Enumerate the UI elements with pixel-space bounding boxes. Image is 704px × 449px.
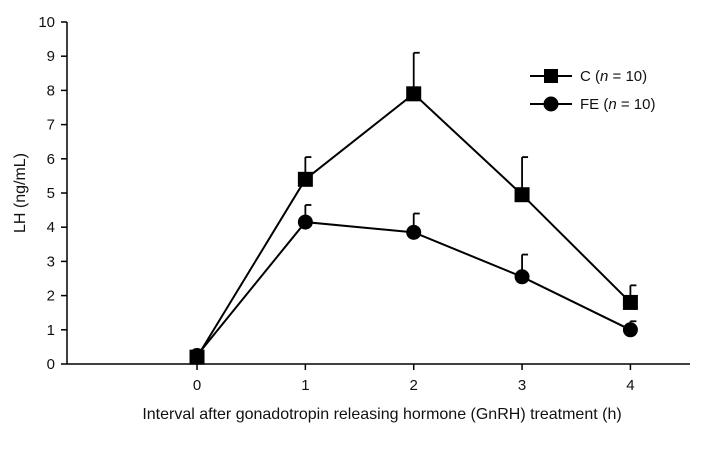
data-point-circle <box>406 224 422 240</box>
y-tick-label: 4 <box>47 219 55 236</box>
y-ticks: 0 1 2 3 4 5 6 7 8 9 10 <box>38 14 67 373</box>
legend-marker-circle <box>543 96 559 112</box>
y-tick-label: 8 <box>47 82 55 99</box>
data-point-square <box>297 171 313 187</box>
legend-item-fe: FE (n = 10) <box>530 96 655 113</box>
legend-label-fe-prefix: FE ( <box>580 96 608 113</box>
legend: C (n = 10) FE (n = 10) <box>530 68 655 113</box>
legend-label-c-suffix: = 10) <box>608 68 647 85</box>
legend-label-c-prefix: C ( <box>580 68 600 85</box>
legend-label-fe-italic: n <box>608 96 616 113</box>
legend-label-fe: FE (n = 10) <box>580 96 655 113</box>
series-layer <box>189 51 638 365</box>
legend-item-c: C (n = 10) <box>530 68 647 85</box>
y-tick-label: 7 <box>47 117 55 134</box>
legend-label-c: C (n = 10) <box>580 68 647 85</box>
y-axis-label: LH (ng/mL) <box>12 153 29 233</box>
series-c <box>189 51 638 365</box>
x-tick-label: 3 <box>518 377 526 394</box>
legend-label-fe-suffix: = 10) <box>617 96 656 113</box>
data-point-square <box>406 86 422 102</box>
series-line-fe <box>196 221 631 357</box>
y-tick-label: 6 <box>47 151 55 168</box>
y-tick-label: 1 <box>47 322 55 339</box>
data-point-square <box>622 294 638 310</box>
y-tick-label: 3 <box>47 253 55 270</box>
x-tick-label: 1 <box>301 377 309 394</box>
data-point-circle <box>297 214 313 230</box>
data-point-circle <box>622 322 638 338</box>
x-tick-label: 4 <box>626 377 634 394</box>
data-point-circle <box>514 269 530 285</box>
x-tick-label: 2 <box>410 377 418 394</box>
y-tick-label: 9 <box>47 48 55 65</box>
x-ticks: 0 1 2 3 4 <box>193 364 635 394</box>
y-tick-label: 0 <box>47 356 55 373</box>
y-tick-label: 5 <box>47 185 55 202</box>
data-point-square <box>514 187 530 203</box>
legend-label-c-italic: n <box>600 68 608 85</box>
y-tick-label: 10 <box>38 14 55 31</box>
y-tick-label: 2 <box>47 288 55 305</box>
x-tick-label: 0 <box>193 377 201 394</box>
data-point-circle <box>189 347 205 363</box>
x-axis-label: Interval after gonadotropin releasing ho… <box>142 406 621 423</box>
legend-marker-square <box>544 69 558 83</box>
series-fe <box>189 204 638 363</box>
